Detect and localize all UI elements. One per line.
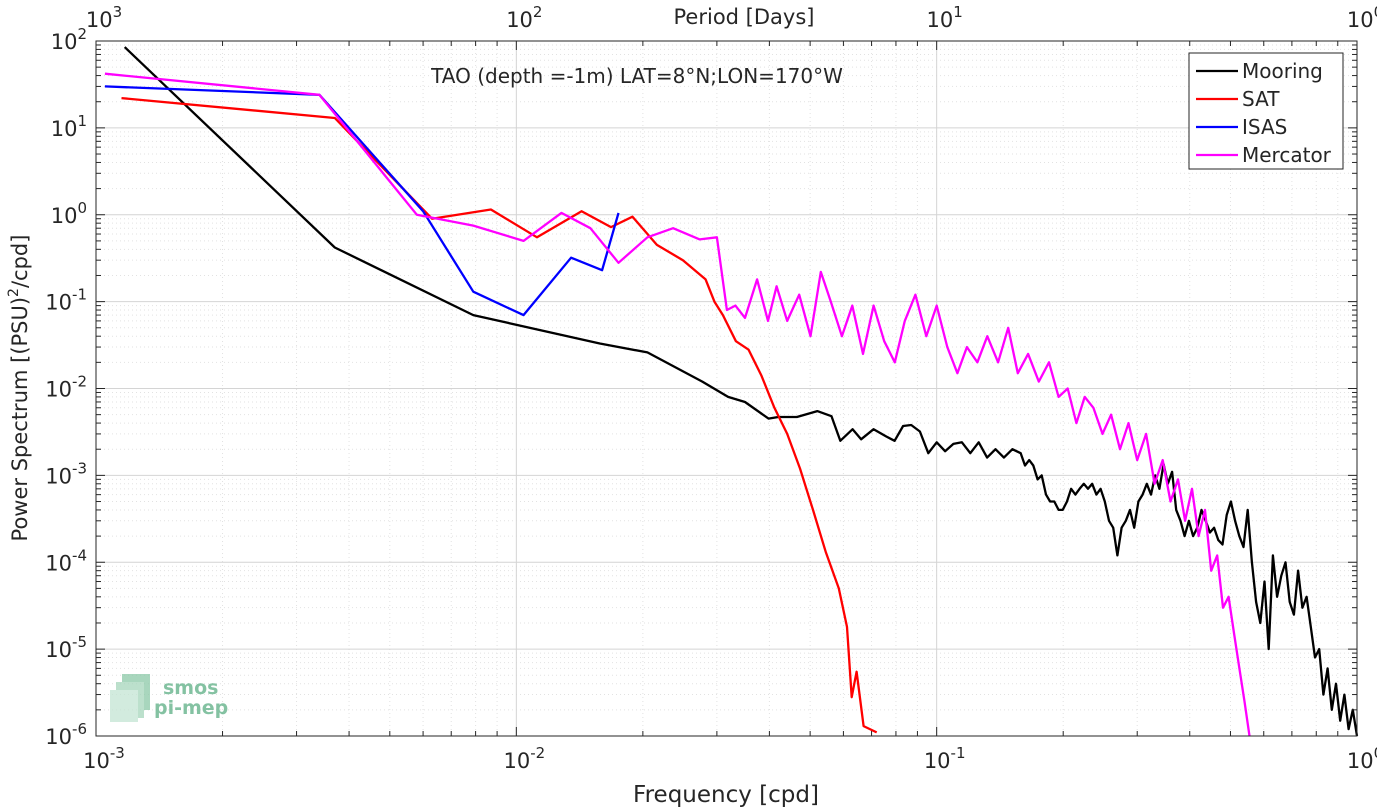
legend-label-isas: ISAS xyxy=(1242,115,1287,139)
y-axis-label: Power Spectrum [(PSU)2/cpd] xyxy=(6,235,32,542)
smos-pi-mep-logo: smos pi-mep xyxy=(110,674,228,722)
legend-label-sat: SAT xyxy=(1242,87,1280,111)
x-tick-label: 10-1 xyxy=(924,744,966,773)
top-tick-label: 101 xyxy=(927,3,963,32)
y-tick-label: 100 xyxy=(51,199,87,228)
logo-layer xyxy=(110,690,138,722)
logo-text-smos: smos xyxy=(163,677,218,699)
x-tick-label: 100 xyxy=(1347,744,1377,773)
series-line-mercator xyxy=(104,72,1251,737)
legend-box xyxy=(1188,52,1344,170)
y-tick-label: 10-2 xyxy=(45,373,87,402)
chart-title: TAO (depth =-1m) LAT=8°N;LON=170°W xyxy=(430,64,843,88)
top-tick-label: 103 xyxy=(86,3,122,32)
y-tick-label: 10-5 xyxy=(45,633,87,662)
tick-labels: 10-310-210-110010310210110010210110010-1… xyxy=(45,3,1377,773)
y-tick-label: 10-1 xyxy=(45,286,87,315)
major-grid xyxy=(95,40,1358,737)
top-axis-label: Period [Days] xyxy=(674,5,815,29)
top-tick-label: 102 xyxy=(506,3,542,32)
series-layer xyxy=(104,46,1359,737)
series-line-isas xyxy=(104,85,620,317)
legend: Mooring SAT ISAS Mercator xyxy=(1188,52,1344,170)
x-tick-label: 10-2 xyxy=(503,744,545,773)
y-tick-label: 10-4 xyxy=(45,546,87,575)
y-tick-label: 10-6 xyxy=(45,720,87,749)
legend-label-mooring: Mooring xyxy=(1242,59,1323,83)
x-axis-label: Frequency [cpd] xyxy=(633,782,819,808)
logo-text-pimep: pi-mep xyxy=(154,697,228,719)
y-tick-label: 10-3 xyxy=(45,459,87,488)
series-line-mooring xyxy=(123,46,1359,737)
tick-marks xyxy=(95,40,1358,737)
y-tick-label: 102 xyxy=(51,25,87,54)
series-line-sat xyxy=(121,96,878,734)
y-tick-label: 101 xyxy=(51,112,87,141)
x-tick-label: 10-3 xyxy=(83,744,125,773)
legend-label-mercator: Mercator xyxy=(1242,143,1332,167)
top-tick-label: 100 xyxy=(1347,3,1377,32)
